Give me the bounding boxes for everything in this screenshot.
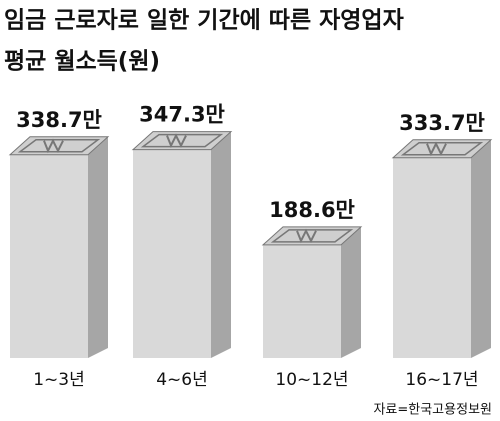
bill-icon [270,229,354,243]
bar-side [341,226,361,358]
value-label: 347.3만 [139,103,225,127]
value-label: 333.7만 [399,111,485,135]
bill-icon [17,139,101,153]
bar [393,157,471,358]
chart-title: 평균 월소득(원) [4,49,160,75]
won-icon [166,133,187,149]
bar [133,149,211,358]
value-label: 338.7만 [16,108,102,132]
source: 자료=한국고용정보원 [373,403,492,418]
won-icon [43,138,64,154]
bar-side [211,131,231,358]
won-icon [426,141,447,157]
bill-icon [400,142,484,156]
x-tick-label: 1~3년 [33,370,85,390]
bar [10,154,88,358]
bill-icon [140,133,224,148]
bar [263,244,341,358]
chart-title: 임금 근로자로 일한 기간에 따른 자영업자 [4,8,404,34]
bar-side [88,136,108,358]
bar-side [471,139,491,358]
x-tick-label: 4~6년 [156,370,208,390]
x-tick-label: 16~17년 [405,370,478,390]
value-label: 188.6만 [269,198,355,222]
x-tick-label: 10~12년 [275,370,348,390]
won-icon [296,228,317,244]
